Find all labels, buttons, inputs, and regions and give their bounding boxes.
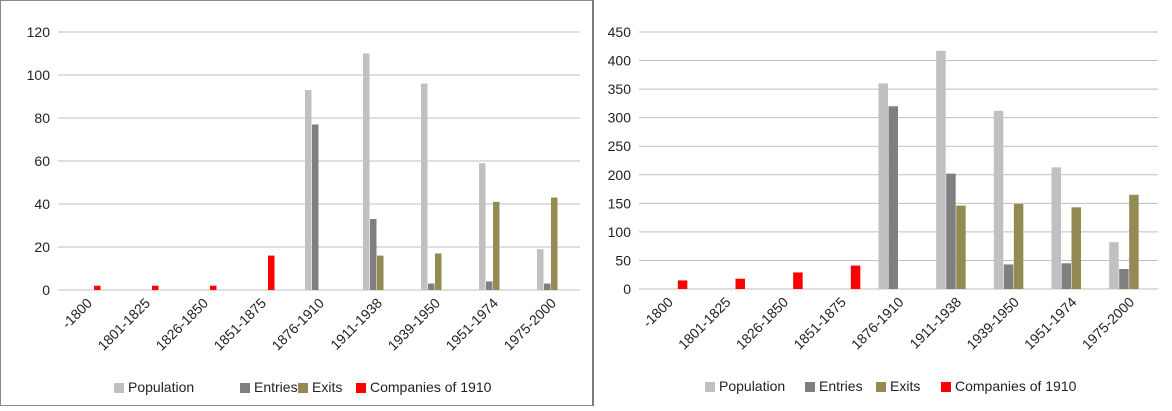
y-tick-label: 450 [608, 24, 632, 40]
y-tick-label: 20 [34, 239, 50, 255]
legend-swatch [941, 382, 951, 392]
chart-panel-left: 0 20 40 60 80 100 120 -1800 1801-1825 1826-1850 18… [0, 0, 594, 406]
bar-companies-of-1910 [268, 255, 275, 290]
chart-right: 0 50 100 150 200 250 300 350 400 450 -1800 1801-182… [608, 24, 1158, 394]
x-tick-label: 1911-1938 [906, 294, 964, 352]
y-tick-label: 150 [608, 195, 632, 211]
bar-population [878, 83, 888, 290]
bar-exits [956, 205, 966, 289]
x-tick-label: 1801-1825 [675, 294, 734, 353]
chart-panel-right: 0 50 100 150 200 250 300 350 400 450 -1800 1801-182… [596, 0, 1172, 406]
x-tick-label: -1800 [639, 294, 676, 331]
legend-swatch [876, 382, 886, 392]
bar-entries [486, 281, 493, 290]
y-tick-label: 200 [608, 167, 632, 183]
x-tick-label: 1939-1950 [384, 295, 443, 354]
bar-exits [1071, 207, 1081, 289]
legend-swatch [240, 383, 250, 393]
bar-entries [1003, 264, 1014, 289]
x-tick-label: 1826-1850 [152, 295, 211, 354]
y-tick-label: 250 [608, 138, 632, 154]
x-tick-label: 1851-1875 [790, 294, 849, 353]
y-tick-label: 0 [42, 282, 50, 298]
bar-entries [888, 106, 898, 289]
legend-label: Population [128, 379, 194, 395]
bar-companies-of-1910 [793, 272, 803, 289]
legend-swatch [805, 382, 815, 392]
bar-population [421, 83, 428, 290]
y-tick-label: 350 [608, 81, 632, 97]
bar-entries [544, 283, 551, 290]
legend-label: Companies of 1910 [955, 378, 1077, 394]
x-tick-label: 1876-1910 [268, 295, 327, 354]
y-tick-label: 100 [608, 224, 632, 240]
bar-companies-of-1910 [152, 285, 159, 290]
bar-exits [551, 197, 558, 290]
legend-label: Entries [819, 378, 863, 394]
legend-swatch [705, 382, 715, 392]
x-tick-label: 1851-1875 [210, 295, 269, 354]
bar-population [537, 249, 544, 290]
x-tick-label: 1876-1910 [848, 294, 907, 353]
bar-exits [435, 253, 442, 290]
bar-exits [493, 201, 500, 290]
legend-label: Exits [890, 378, 920, 394]
x-tick-label: 1975-2000 [1079, 294, 1138, 353]
bar-entries [946, 173, 956, 289]
bar-exits [1013, 203, 1024, 289]
y-tick-label: 60 [34, 153, 50, 169]
y-tick-label: 50 [615, 252, 631, 268]
bar-companies-of-1910 [850, 265, 861, 289]
bar-companies-of-1910 [210, 285, 217, 290]
legend-label: Companies of 1910 [370, 379, 492, 395]
legend-label: Entries [254, 379, 298, 395]
bar-population [1109, 242, 1119, 289]
legend-swatch [114, 383, 124, 393]
bar-entries [370, 219, 377, 290]
y-tick-label: 40 [34, 196, 50, 212]
legend-label: Population [719, 378, 785, 394]
bar-entries [1061, 263, 1071, 289]
y-tick-label: 300 [608, 110, 632, 126]
y-tick-label: 0 [623, 281, 631, 297]
bar-companies-of-1910 [94, 285, 101, 290]
x-tick-label: 1951-1974 [442, 295, 501, 354]
bar-exits [1129, 194, 1139, 289]
y-tick-label: 120 [27, 24, 51, 40]
bar-companies-of-1910 [677, 280, 688, 289]
bar-entries [428, 283, 435, 290]
x-tick-label: -1800 [58, 295, 95, 332]
bar-population [305, 90, 312, 290]
bar-entries [312, 124, 319, 290]
x-tick-label: 1801-1825 [94, 295, 153, 354]
legend-swatch [298, 383, 308, 393]
y-tick-label: 80 [34, 110, 50, 126]
x-tick-label: 1951-1974 [1021, 294, 1080, 353]
x-tick-label: 1911-1938 [327, 295, 385, 353]
legend-swatch [356, 383, 366, 393]
bar-exits [377, 255, 384, 290]
bar-population [363, 53, 370, 290]
x-tick-label: 1826-1850 [733, 294, 792, 353]
legend-label: Exits [312, 379, 342, 395]
bar-entries [1119, 269, 1129, 289]
bar-population [936, 50, 946, 290]
bar-companies-of-1910 [735, 278, 745, 289]
x-tick-label: 1939-1950 [963, 294, 1022, 353]
x-tick-label: 1975-2000 [500, 295, 559, 354]
y-tick-label: 400 [608, 53, 632, 69]
bar-population [1051, 167, 1061, 289]
bar-population [993, 110, 1004, 290]
bar-population [479, 163, 486, 290]
y-tick-label: 100 [27, 67, 51, 83]
